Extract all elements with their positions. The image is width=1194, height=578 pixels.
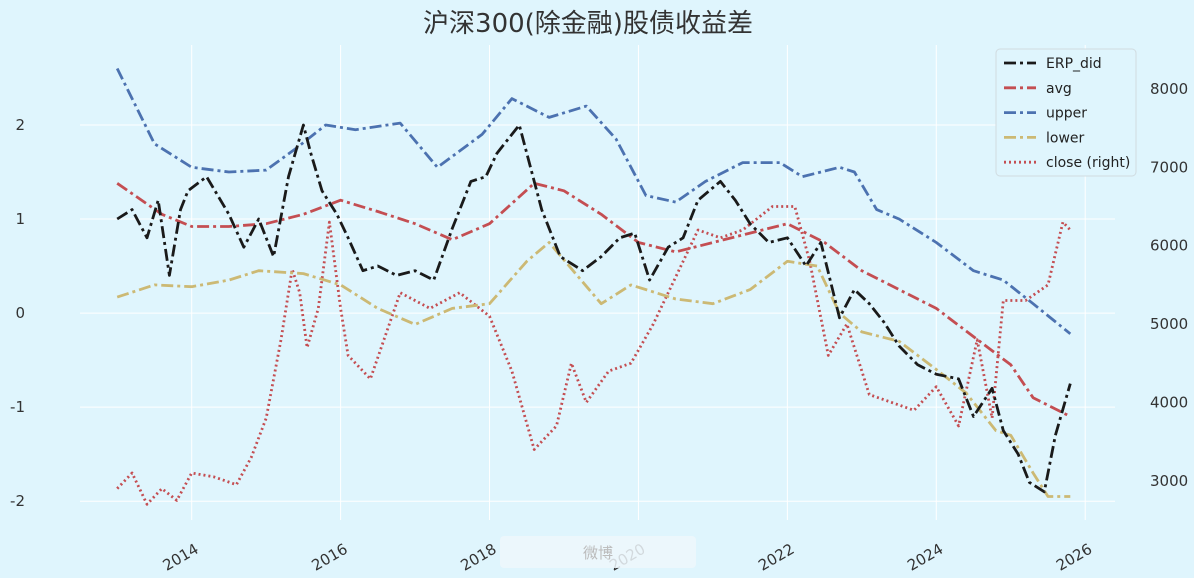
y-right-tick-label: 3000: [1150, 472, 1188, 490]
watermark: 微博: [500, 536, 696, 568]
x-tick-label: 2014: [160, 540, 202, 575]
y-left-tick-label: 1: [15, 210, 25, 228]
series-line-close-right-: [116, 205, 1072, 506]
x-tick-label: 2022: [755, 540, 797, 575]
series-line-upper: [115, 67, 1072, 335]
y-right-tick-label: 6000: [1150, 237, 1188, 255]
x-tick-label: 2026: [1053, 540, 1095, 575]
y-right-tick-label: 7000: [1150, 158, 1188, 176]
x-tick-label: 2016: [309, 540, 351, 575]
grid-lines: [80, 45, 1115, 520]
legend-label: avg: [1046, 81, 1072, 97]
legend-label: upper: [1046, 106, 1087, 122]
y-right-tick-label: 4000: [1150, 393, 1188, 411]
series-line-erp-did: [116, 123, 1072, 494]
y-left-tick-label: 0: [15, 304, 25, 322]
x-tick-label: 2018: [457, 540, 499, 575]
series-line-lower: [116, 241, 1071, 498]
legend-label: ERP_did: [1046, 56, 1102, 72]
chart-title: 沪深300(除金融)股债收益差: [423, 9, 753, 39]
svg-text:微博: 微博: [583, 544, 613, 562]
series-layer: [115, 67, 1072, 506]
x-tick-label: 2024: [904, 540, 946, 575]
y-right-tick-label: 5000: [1150, 315, 1188, 333]
series-line-avg: [116, 181, 1071, 418]
y-left-tick-label: -1: [10, 398, 25, 416]
y-right-tick-label: 8000: [1150, 80, 1188, 98]
legend-label: lower: [1046, 130, 1085, 146]
y-left-tick-label: 2: [15, 116, 25, 134]
legend-label: close (right): [1046, 155, 1130, 171]
legend-box: [995, 48, 1137, 177]
y-left-tick-label: -2: [10, 492, 25, 510]
